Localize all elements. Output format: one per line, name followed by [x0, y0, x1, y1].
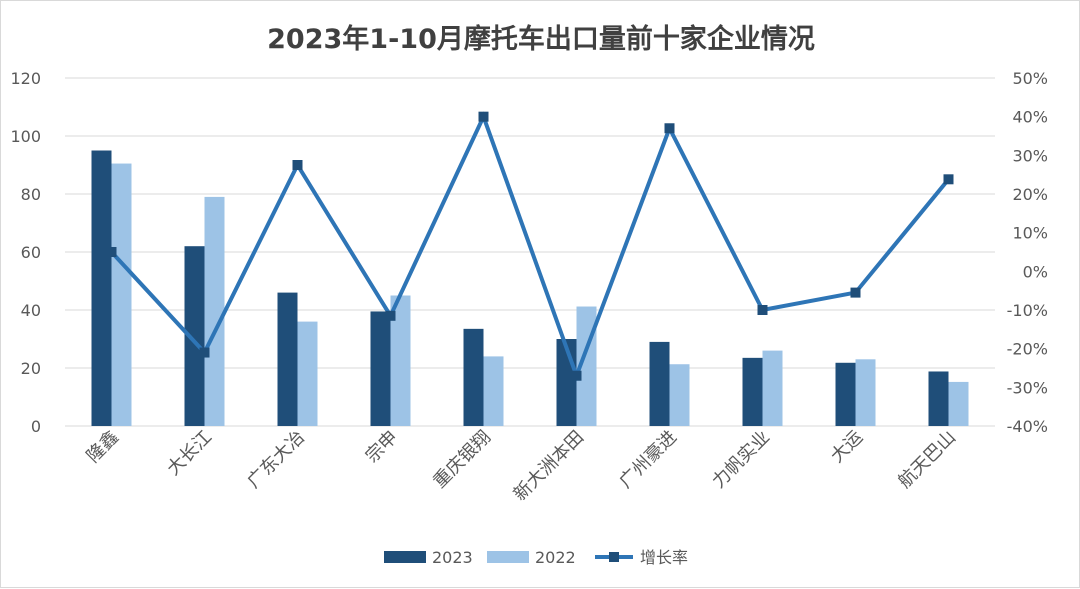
y-right-tick-label: 40% [1012, 108, 1048, 127]
x-tick-label: 宗申 [362, 427, 402, 467]
bar-2022 [948, 381, 969, 426]
line-marker [199, 347, 210, 358]
line-marker [106, 247, 117, 257]
bar-2023 [928, 371, 949, 426]
line-marker [292, 160, 303, 170]
bar-2022 [390, 295, 411, 426]
bar-2023 [649, 341, 670, 426]
y-left-tick-label: 40 [21, 301, 41, 320]
y-left-tick-label: 80 [21, 185, 41, 204]
y-right-tick-label: 0% [1023, 262, 1048, 281]
bar-2023 [184, 246, 205, 426]
chart-title: 2023年1-10月摩托车出口量前十家企业情况 [267, 24, 815, 55]
x-tick-label: 广州豪进 [615, 427, 681, 493]
y-left-tick-label: 100 [10, 127, 41, 146]
legend-marker [609, 552, 619, 562]
y-left-tick-label: 20 [21, 359, 41, 378]
y-right-tick-label: -10% [1007, 301, 1048, 320]
y-left-tick-label: 120 [10, 69, 41, 88]
x-tick-label: 新大洲本田 [510, 427, 588, 505]
x-tick-label: 重庆银翔 [429, 427, 495, 493]
bar-2022 [204, 196, 225, 426]
bar-2022 [111, 163, 132, 427]
bar-2022 [297, 321, 318, 426]
y-left-tick-label: 60 [21, 243, 41, 262]
x-tick-label: 大运 [827, 427, 867, 467]
line-marker [757, 305, 768, 315]
line-marker [571, 370, 582, 381]
y-right-tick-label: 20% [1012, 185, 1048, 204]
y-right-tick-label: 10% [1012, 224, 1048, 243]
y-left-tick-label: 0 [31, 417, 41, 436]
legend-label: 2022 [535, 548, 576, 567]
bar-2022 [855, 359, 876, 426]
y-right-tick-label: -40% [1007, 417, 1048, 436]
x-tick-label: 力帆实业 [708, 427, 774, 493]
y-right-tick-label: -30% [1007, 378, 1048, 397]
legend-label: 增长率 [640, 548, 688, 567]
y-right-tick-label: 30% [1012, 146, 1048, 165]
y-right-tick-label: 50% [1012, 69, 1048, 88]
x-tick-label: 航天巴山 [894, 427, 960, 493]
legend-swatch [487, 551, 529, 563]
x-tick-label: 广东大冶 [243, 427, 309, 493]
line-marker [478, 111, 489, 122]
line-增长率 [110, 111, 951, 382]
bar-2023 [463, 328, 484, 426]
bar-2022 [669, 364, 690, 426]
bar-2023 [91, 150, 112, 426]
bar-2022 [762, 350, 783, 426]
bar-2023 [835, 362, 856, 426]
y-right-tick-label: -20% [1007, 340, 1048, 359]
bar-2023 [370, 311, 391, 426]
legend-label: 2023 [432, 548, 473, 567]
line-marker [943, 174, 954, 185]
legend-swatch [384, 551, 426, 563]
line-marker [664, 123, 675, 134]
bar-2023 [742, 357, 763, 426]
x-tick-label: 大长江 [163, 427, 216, 480]
line-marker [850, 287, 861, 298]
bar-2023 [277, 292, 298, 426]
line-marker [385, 310, 396, 321]
bar-2022 [483, 356, 504, 426]
x-tick-label: 隆鑫 [83, 427, 123, 467]
